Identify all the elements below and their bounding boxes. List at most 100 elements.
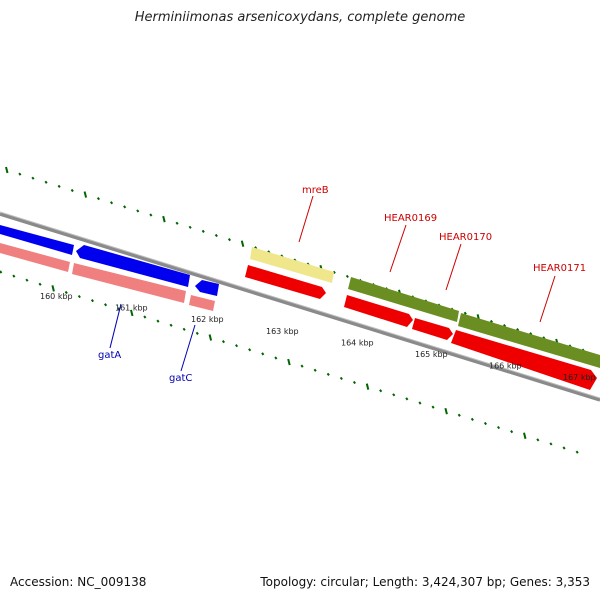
- gene-red-1: [245, 265, 326, 299]
- genome-backbone: [0, 212, 600, 402]
- inner-tick: [235, 344, 239, 348]
- inner-tick: [365, 383, 370, 390]
- gene-blue-3-gatC: [195, 280, 219, 296]
- tick-label: 165 kbp: [415, 350, 448, 359]
- forward-strand-features: [245, 247, 600, 390]
- inner-tick: [405, 397, 409, 401]
- inner-tick: [392, 393, 396, 397]
- leader-gatc: [180, 324, 196, 372]
- inner-tick: [470, 417, 474, 421]
- inner-tick: [300, 364, 304, 368]
- inner-tick: [523, 432, 527, 439]
- inner-tick: [431, 405, 435, 409]
- gene-label-gatc: gatC: [169, 373, 192, 384]
- outer-tick: [188, 225, 192, 229]
- inner-tick: [510, 430, 514, 434]
- genome-backbone-highlight: [0, 211, 600, 399]
- outer-tick: [83, 191, 88, 198]
- inner-tick: [208, 334, 213, 341]
- inner-tick: [274, 356, 278, 360]
- inner-tick: [352, 380, 357, 385]
- gene-blue-1: [0, 225, 74, 255]
- leader-hear0170: [445, 243, 462, 291]
- gene-label-hear0171: HEAR0171: [533, 263, 586, 274]
- gene-label-hear0170: HEAR0170: [439, 232, 492, 243]
- tick-label: 161 kbp: [115, 304, 148, 313]
- inner-tick: [575, 450, 579, 454]
- gene-red-3: [412, 318, 453, 340]
- inner-tick: [77, 294, 81, 299]
- inner-tick: [457, 413, 461, 417]
- reverse-strand-features: [0, 225, 219, 311]
- inner-tick: [444, 407, 448, 415]
- gene-olive-2: [458, 313, 600, 368]
- outer-tick: [96, 197, 100, 201]
- rna-pink-2: [72, 263, 186, 303]
- rna-pink-1: [0, 243, 70, 272]
- gene-label-mreb: mreB: [302, 185, 329, 196]
- inner-tick: [326, 372, 330, 376]
- outer-tick: [240, 240, 245, 247]
- inner-tick: [0, 270, 3, 274]
- inner-tick: [182, 327, 186, 331]
- outer-tick: [162, 215, 166, 223]
- inner-tick: [562, 446, 566, 450]
- inner-tick: [38, 282, 42, 286]
- outer-tick: [502, 323, 507, 328]
- inner-tick: [379, 389, 383, 393]
- tick-label: 166 kbp: [489, 362, 522, 371]
- inner-tick: [143, 315, 147, 319]
- outer-tick: [70, 188, 74, 193]
- tick-label: 163 kbp: [266, 327, 299, 336]
- outer-tick: [332, 270, 336, 274]
- inner-tick: [248, 348, 252, 352]
- inner-tick: [339, 376, 343, 381]
- tick-label: 164 kbp: [341, 338, 374, 347]
- leader-hear0169: [389, 224, 407, 273]
- inner-tick: [261, 352, 265, 356]
- outer-tick: [345, 274, 349, 279]
- leader-mreb: [298, 195, 314, 243]
- genome-summary-text: Topology: circular; Length: 3,424,307 bp…: [260, 575, 590, 589]
- outer-tick: [136, 209, 140, 213]
- page-title: Herminiimonas arsenicoxydans, complete g…: [134, 10, 466, 25]
- outer-tick: [175, 221, 179, 225]
- outer-tick: [110, 201, 114, 205]
- inner-tick: [169, 323, 173, 327]
- outer-tick: [201, 229, 205, 234]
- inner-tick-marks: [0, 270, 579, 454]
- inner-tick: [536, 438, 540, 442]
- inner-tick: [287, 358, 291, 366]
- outer-tick: [489, 319, 494, 324]
- gene-olive-1: [348, 277, 459, 322]
- inner-tick: [130, 309, 134, 317]
- inner-tick: [51, 285, 55, 292]
- inner-tick: [418, 401, 422, 405]
- outer-tick: [123, 205, 127, 209]
- inner-tick: [12, 274, 16, 278]
- outer-tick: [227, 237, 231, 242]
- inner-tick: [90, 299, 94, 303]
- inner-tick: [64, 290, 68, 295]
- scale-tick-labels: 160 kbp 161 kbp 162 kbp 163 kbp 164 kbp 165 k…: [40, 292, 596, 382]
- inner-tick: [195, 331, 199, 336]
- rna-pink-3: [189, 295, 215, 311]
- outer-tick: [31, 176, 35, 180]
- gene-label-hear0169: HEAR0169: [384, 213, 437, 224]
- inner-tick: [549, 442, 553, 446]
- inner-tick: [313, 368, 317, 372]
- tick-label: 162 kbp: [191, 315, 224, 324]
- tick-label: 160 kbp: [40, 292, 73, 301]
- leader-hear0171: [539, 275, 556, 323]
- gene-khaki-mreB: [250, 247, 334, 283]
- gene-red-4: [451, 330, 597, 390]
- accession-text: Accession: NC_009138: [10, 575, 147, 589]
- inner-tick: [483, 421, 488, 426]
- gene-red-2: [344, 295, 413, 327]
- outer-tick: [214, 233, 218, 238]
- outer-tick: [149, 213, 153, 217]
- gene-blue-2-gatA: [76, 245, 190, 287]
